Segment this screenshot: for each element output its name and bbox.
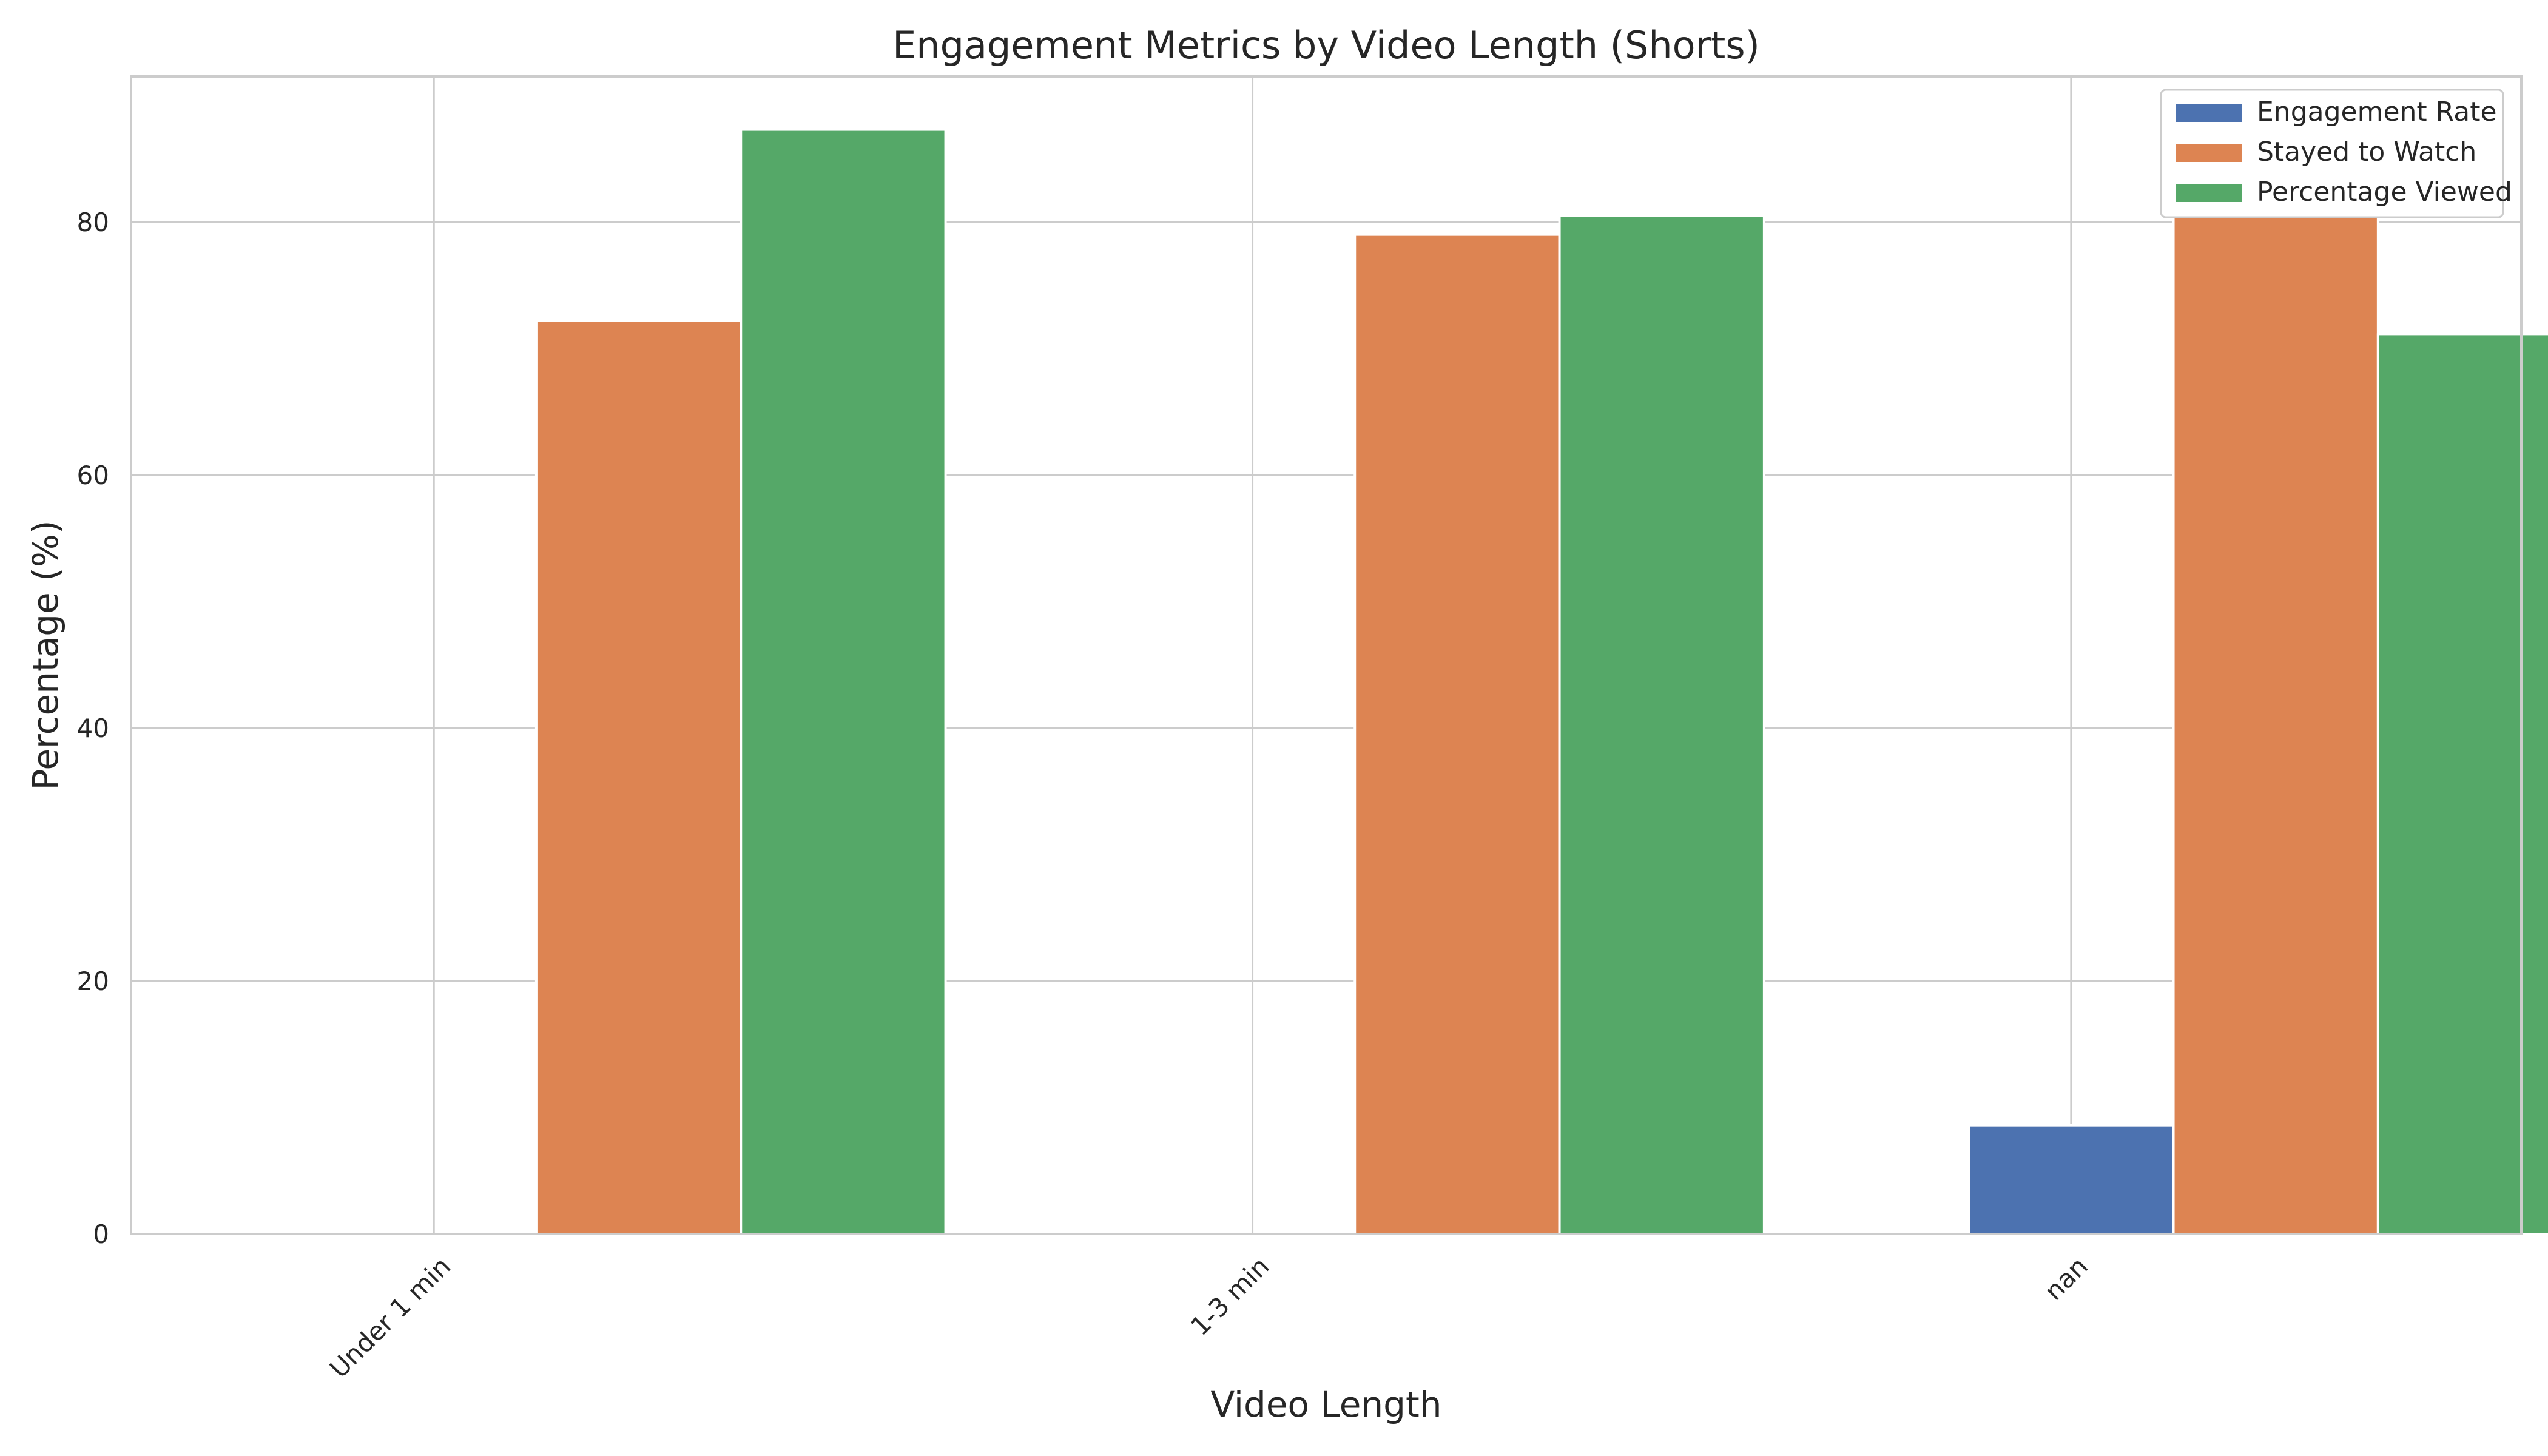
plot-frame	[130, 75, 2523, 1235]
y-tick-label: 20	[77, 966, 109, 996]
y-tick-labels: 0 20 40 60 80	[77, 207, 109, 1249]
bar-stayed-to-watch	[534, 319, 743, 1235]
x-axis-label: Video Length	[1211, 1384, 1442, 1425]
bar-percentage-viewed	[2376, 333, 2548, 1235]
bar-percentage-viewed	[1558, 214, 1765, 1235]
legend-swatch	[2176, 104, 2242, 122]
legend-label: Percentage Viewed	[2257, 177, 2512, 207]
legend-swatch	[2176, 144, 2242, 162]
y-tick-label: 60	[77, 460, 109, 490]
legend-label: Stayed to Watch	[2257, 136, 2476, 167]
bar-stayed-to-watch	[1353, 233, 1561, 1235]
legend-label: Engagement Rate	[2257, 96, 2497, 127]
y-tick-label: 80	[77, 207, 109, 237]
x-tick-label: 1-3 min	[1185, 1251, 1275, 1341]
chart-title: Engagement Metrics by Video Length (Shor…	[892, 23, 1760, 67]
y-tick-label: 0	[93, 1219, 109, 1249]
bar-percentage-viewed	[740, 128, 947, 1235]
legend: Engagement Rate Stayed to Watch Percentage…	[2160, 89, 2512, 218]
x-tick-label: Under 1 min	[324, 1251, 456, 1383]
x-tick-labels: Under 1 min 1-3 min nan	[324, 1251, 2094, 1383]
bar-engagement-rate	[1967, 1124, 2175, 1235]
legend-swatch	[2176, 184, 2242, 202]
bar-stayed-to-watch	[2172, 214, 2379, 1235]
x-tick-label: nan	[2038, 1251, 2093, 1306]
y-axis-label: Percentage (%)	[25, 520, 66, 790]
plot-area	[131, 76, 2521, 1234]
y-tick-label: 40	[77, 713, 109, 743]
legend-frame	[2160, 89, 2504, 218]
bars	[534, 128, 2548, 1235]
